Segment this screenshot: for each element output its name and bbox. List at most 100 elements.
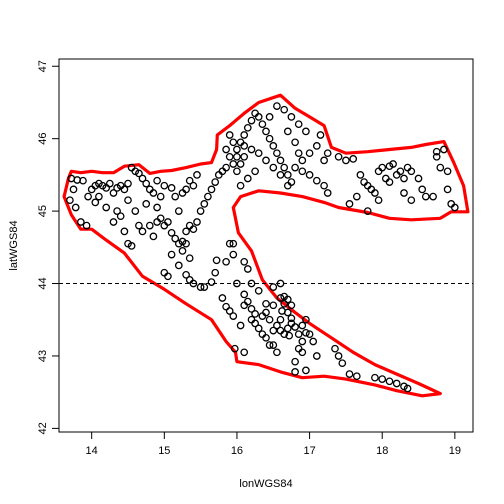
data-point (305, 330, 314, 339)
data-point (294, 149, 303, 158)
data-point (414, 174, 423, 183)
data-point (174, 261, 183, 270)
data-point (138, 227, 147, 236)
data-point (218, 294, 227, 302)
y-axis-label: latWGS84 (8, 220, 20, 270)
data-point (265, 113, 274, 121)
data-point (240, 152, 249, 161)
data-point (229, 138, 238, 147)
data-point (276, 171, 285, 179)
data-point (79, 176, 87, 185)
data-point (189, 181, 198, 190)
data-point (225, 131, 234, 139)
data-point (95, 179, 103, 188)
data-point (280, 330, 289, 339)
data-point (229, 239, 238, 248)
data-point (269, 163, 278, 172)
data-point (211, 268, 220, 277)
data-point (240, 348, 249, 357)
data-point (167, 250, 176, 259)
data-point (174, 207, 183, 215)
data-point (262, 156, 270, 165)
data-point (443, 185, 452, 194)
data-point (102, 203, 111, 212)
data-point (193, 171, 201, 179)
data-point (160, 181, 169, 190)
data-point (149, 189, 158, 197)
data-point (182, 239, 190, 248)
y-tick-label: 42 (37, 422, 49, 434)
data-point (193, 218, 201, 226)
data-point (312, 352, 321, 360)
plot-frame (58, 58, 474, 433)
data-point (403, 384, 412, 393)
data-point (312, 142, 321, 150)
data-point (291, 357, 299, 366)
data-point (269, 283, 278, 291)
data-point (429, 192, 437, 201)
data-point (243, 265, 252, 273)
data-point (283, 308, 292, 317)
data-point (262, 333, 270, 342)
data-point (240, 131, 249, 139)
data-point (254, 286, 263, 295)
data-point (265, 315, 274, 324)
data-point (352, 192, 361, 201)
data-point (233, 152, 241, 161)
data-point (265, 341, 274, 349)
data-point (378, 163, 387, 172)
data-point (323, 149, 332, 158)
x-tick-label: 15 (158, 445, 170, 457)
data-point (127, 242, 136, 250)
data-point (342, 156, 350, 165)
data-point (334, 152, 343, 161)
data-point (247, 116, 256, 125)
data-point (120, 227, 129, 236)
data-point (371, 189, 379, 197)
data-point (323, 189, 332, 197)
data-point (212, 256, 221, 265)
data-point (298, 156, 307, 165)
data-point (276, 279, 285, 288)
y-tick-label: 45 (37, 205, 49, 217)
data-point (262, 299, 270, 308)
data-point (450, 203, 459, 212)
data-point (149, 232, 158, 241)
data-point (302, 315, 310, 324)
data-point (400, 174, 408, 183)
data-point (84, 192, 92, 201)
data-point (285, 331, 294, 340)
x-tick-label: 16 (231, 445, 243, 457)
y-axis: 42 43 44 45 46 47 (37, 60, 60, 435)
data-point (230, 344, 239, 353)
data-point (283, 171, 292, 179)
data-point (153, 218, 161, 226)
data-point (287, 113, 296, 121)
data-point (233, 145, 241, 154)
data-point (105, 179, 114, 188)
data-point (142, 200, 151, 208)
data-point (135, 169, 143, 178)
data-point (302, 366, 310, 375)
data-point (243, 297, 252, 306)
data-point (131, 207, 140, 215)
data-point (171, 234, 180, 243)
x-tick-label: 19 (449, 445, 461, 457)
data-point (153, 176, 161, 185)
y-tick-label: 43 (37, 350, 49, 362)
data-point (189, 225, 198, 234)
data-point (273, 149, 281, 158)
data-point (82, 221, 91, 230)
data-point (269, 142, 278, 150)
x-tick-label: 17 (303, 445, 315, 457)
data-point (76, 218, 85, 226)
data-point (167, 228, 176, 237)
data-point (222, 302, 230, 311)
data-point (120, 185, 129, 194)
data-point (273, 348, 281, 357)
data-point (269, 301, 278, 310)
data-point (247, 279, 256, 288)
data-point (298, 321, 307, 330)
data-point (320, 181, 328, 190)
data-point (273, 102, 281, 110)
